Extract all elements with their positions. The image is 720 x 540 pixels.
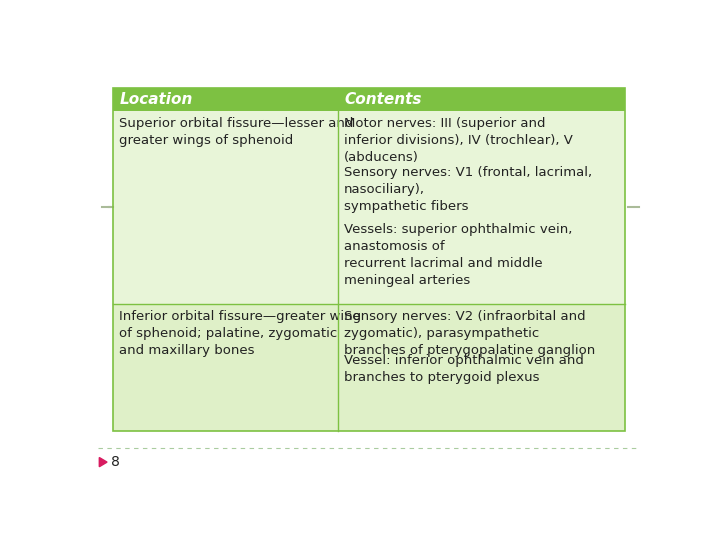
Text: 8: 8 bbox=[111, 455, 120, 469]
Text: Vessels: superior ophthalmic vein,
anastomosis of
recurrent lacrimal and middle
: Vessels: superior ophthalmic vein, anast… bbox=[344, 222, 572, 287]
Bar bbox=[113, 88, 625, 430]
Text: Contents: Contents bbox=[344, 92, 422, 107]
Text: Vessel: inferior ophthalmic vein and
branches to pterygoid plexus: Vessel: inferior ophthalmic vein and bra… bbox=[344, 354, 584, 383]
Text: Motor nerves: III (superior and
inferior divisions), IV (trochlear), V
(abducens: Motor nerves: III (superior and inferior… bbox=[344, 117, 573, 164]
Bar bbox=[113, 88, 625, 111]
Text: Location: Location bbox=[120, 92, 193, 107]
Text: Sensory nerves: V1 (frontal, lacrimal,
nasociliary),
sympathetic fibers: Sensory nerves: V1 (frontal, lacrimal, n… bbox=[344, 166, 593, 213]
Bar bbox=[113, 111, 625, 303]
Text: Inferior orbital fissure—greater wing
of sphenoid; palatine, zygomatic
and maxil: Inferior orbital fissure—greater wing of… bbox=[120, 309, 361, 356]
Text: Sensory nerves: V2 (infraorbital and
zygomatic), parasympathetic
branches of pte: Sensory nerves: V2 (infraorbital and zyg… bbox=[344, 309, 595, 356]
Bar bbox=[113, 303, 625, 430]
Text: Superior orbital fissure—lesser and
greater wings of sphenoid: Superior orbital fissure—lesser and grea… bbox=[120, 117, 354, 147]
Polygon shape bbox=[99, 457, 107, 467]
